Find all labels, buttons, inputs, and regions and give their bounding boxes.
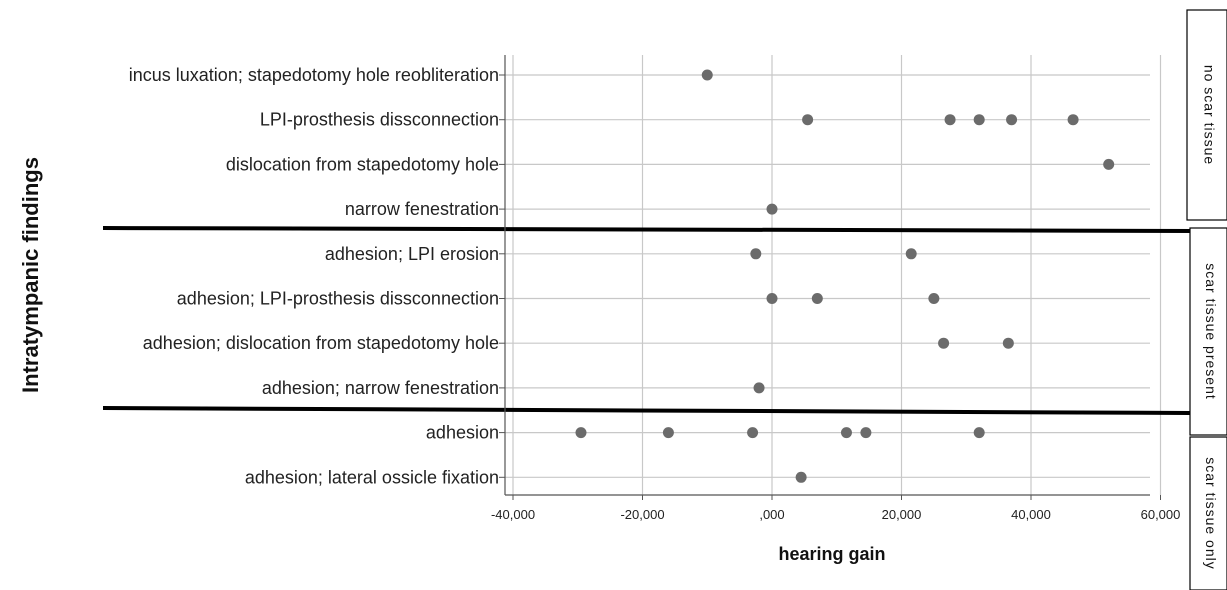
category-label: adhesion; LPI erosion	[325, 244, 499, 264]
category-label: adhesion; lateral ossicle fixation	[245, 467, 499, 487]
data-point	[840, 427, 852, 439]
category-label: narrow fenestration	[345, 199, 499, 219]
data-point	[802, 114, 814, 126]
category-label: adhesion; LPI-prosthesis dissconnection	[177, 289, 499, 309]
group-label: no scar tissue	[1201, 65, 1217, 165]
group-label: scar tissue present	[1203, 263, 1219, 400]
y-axis-label: Intratympanic findings	[18, 157, 43, 393]
data-point	[662, 427, 674, 439]
group-labels: no scar tissue scar tissue present scar ti…	[1186, 9, 1227, 590]
data-point	[1067, 114, 1079, 126]
category-labels: incus luxation; stapedotomy hole reoblit…	[129, 65, 499, 487]
data-point	[1006, 114, 1018, 126]
data-point	[811, 293, 823, 304]
data-point	[1103, 158, 1115, 170]
group-label-box	[1186, 9, 1227, 221]
data-point	[766, 203, 778, 215]
data-point	[795, 471, 807, 483]
data-point	[750, 248, 762, 260]
data-point	[701, 69, 713, 81]
category-label: dislocation from stapedotomy hole	[226, 154, 499, 174]
grid	[505, 55, 1162, 495]
data-point	[928, 293, 940, 304]
category-label: adhesion; narrow fenestration	[262, 378, 499, 398]
data-point	[905, 248, 917, 260]
category-label: incus luxation; stapedotomy hole reoblit…	[129, 65, 499, 85]
data-point	[766, 293, 778, 304]
x-tick-label: 20,000	[882, 507, 922, 522]
x-tick-label: -40,000	[491, 507, 535, 522]
data-point	[973, 427, 985, 439]
data-point	[753, 382, 765, 394]
data-point	[944, 114, 956, 126]
data-point	[1002, 337, 1014, 349]
x-axis-label: hearing gain	[778, 544, 885, 564]
data-point	[747, 427, 759, 439]
x-tick-label: 60,000	[1141, 507, 1181, 522]
group-label: scar tissue only	[1203, 457, 1219, 569]
category-label: LPI-prosthesis dissconnection	[260, 110, 499, 130]
group-label-box	[1189, 227, 1227, 436]
category-label: adhesion	[426, 423, 499, 443]
axes	[499, 55, 1161, 500]
group-dividers	[102, 226, 1196, 415]
group-divider	[102, 406, 1191, 415]
x-tick-label: ,000	[759, 507, 784, 522]
category-label: adhesion; dislocation from stapedotomy h…	[143, 333, 499, 353]
group-divider	[102, 226, 1196, 233]
x-tick-label: 40,000	[1011, 507, 1051, 522]
group-label-box	[1189, 436, 1227, 590]
data-points	[575, 69, 1115, 483]
x-tick-labels: -40,000 -20,000 ,000 20,000 40,000 60,000	[491, 507, 1180, 522]
data-point	[575, 427, 587, 439]
data-point	[973, 114, 985, 126]
data-point	[860, 427, 872, 439]
data-point	[938, 337, 950, 349]
x-tick-label: -20,000	[620, 507, 664, 522]
